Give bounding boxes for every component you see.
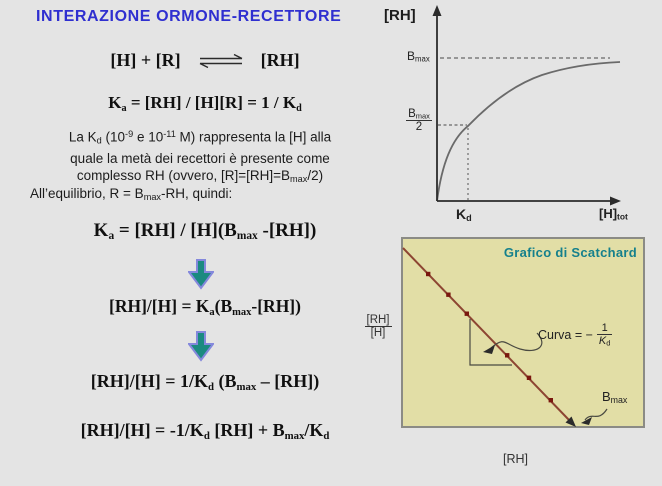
scatchard-canvas <box>402 247 608 427</box>
scatchard-y-axis-label: [RH] [H] <box>361 314 395 339</box>
formula-ka-expanded: Ka = [RH] / [H](Bmax -[RH]) <box>93 220 317 243</box>
down-arrow-icon <box>188 259 214 290</box>
scatchard-plot-area <box>401 237 645 428</box>
left-column: [H] + [R] [RH] Ka = [RH] / [H][R] = 1 / … <box>0 50 410 443</box>
saturation-chart: [RH] Bmax Bmax 2 Kd [H]tot <box>380 0 662 232</box>
data-point <box>505 353 510 358</box>
bmax-annotation-arrow <box>584 408 608 421</box>
y-axis-label: [RH] <box>384 7 416 24</box>
reaction-right: [RH] <box>260 50 300 70</box>
bmax-half-numerator: Bmax <box>406 108 432 122</box>
slope-fraction-denominator: Kd <box>598 335 611 348</box>
page-title: INTERAZIONE ORMONE-RECETTORE <box>36 8 342 25</box>
slope-annotation: Curva = − 1 Kd <box>538 322 613 348</box>
formula-scatchard-linear: [RH]/[H] = -1/Kd [RH] + Bmax/Kd <box>80 420 330 443</box>
binding-curve <box>436 61 621 202</box>
bmax-label: Bmax <box>407 49 430 64</box>
curva-arrowhead-icon <box>483 345 495 354</box>
scatchard-x-axis-label: [RH] <box>503 452 528 466</box>
y-fraction-numerator: [RH] <box>364 314 392 327</box>
down-arrow-icon <box>188 331 214 362</box>
x-axis-label: [H]tot <box>599 206 628 222</box>
data-point <box>426 271 431 277</box>
ka-equation: Ka = [RH] / [H][R] = 1 / Kd <box>108 93 302 114</box>
data-point <box>464 311 469 316</box>
paragraph-line: La Kd (10-9 e 10-11 M) rappresenta la [H… <box>68 129 332 146</box>
bmax-arrowhead-icon <box>581 417 592 425</box>
saturation-chart-canvas <box>432 5 621 206</box>
paragraph-line: quale la metà dei recettori è presente c… <box>70 150 330 166</box>
scatchard-regression-line <box>402 247 570 421</box>
formula-rh-over-h-ka: [RH]/[H] = Ka(Bmax-[RH]) <box>109 296 301 318</box>
y-axis-arrowhead-icon <box>432 5 442 16</box>
bmax-half-label: Bmax 2 <box>402 108 436 133</box>
formula-rh-over-h-kd: [RH]/[H] = 1/Kd (Bmax – [RH]) <box>90 371 320 394</box>
reaction-left: [H] + [R] <box>110 50 181 70</box>
slope-fraction-numerator: 1 <box>596 322 613 335</box>
y-fraction-denominator: [H] <box>370 327 386 339</box>
curva-annotation-arrow <box>490 332 543 352</box>
data-point <box>446 292 451 297</box>
data-point <box>548 398 553 403</box>
bmax-half-denominator: 2 <box>415 121 423 134</box>
x-axis-arrowhead-icon <box>610 196 621 206</box>
equilibrium-statement: All’equilibrio, R = Bmax-RH, quindi: <box>30 186 233 202</box>
slope-annotation-text: Curva = − <box>538 327 593 342</box>
reaction-equation: [H] + [R] [RH] <box>0 50 410 71</box>
paragraph-line: complesso RH (ovvero, [R]=[RH]=Bmax/2) <box>76 168 324 185</box>
data-point <box>526 375 532 380</box>
bmax-intercept-label: Bmax <box>602 389 628 405</box>
scatchard-chart: Grafico di Scatchard [RH] [H] Curva = − … <box>355 232 662 484</box>
kd-label: Kd <box>456 206 472 223</box>
scatchard-data-points <box>426 271 553 403</box>
kd-explanation-paragraph: La Kd (10-9 e 10-11 M) rappresenta la [H… <box>0 126 400 189</box>
slope-triangle <box>469 319 512 366</box>
scatchard-title: Grafico di Scatchard <box>503 245 637 260</box>
equilibrium-arrows-icon <box>199 53 242 68</box>
line-end-arrowhead-icon <box>565 416 576 427</box>
